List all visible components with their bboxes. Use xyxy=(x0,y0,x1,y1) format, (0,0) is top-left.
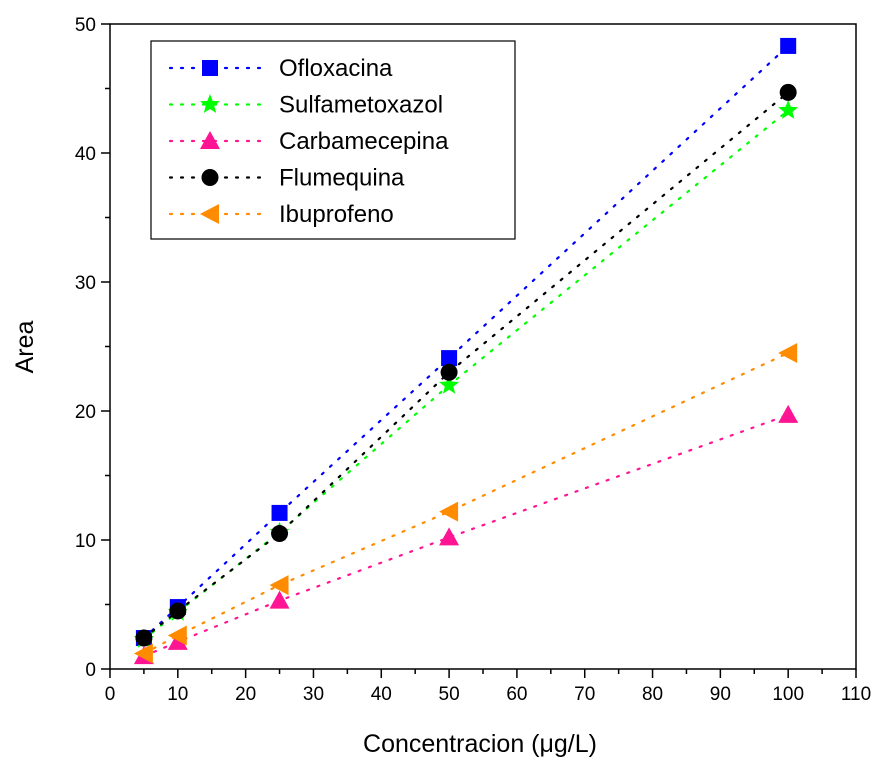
data-point xyxy=(269,575,289,596)
legend-item: Flumequina xyxy=(168,165,405,192)
x-tick-label: 70 xyxy=(574,684,595,705)
data-point xyxy=(778,404,799,423)
y-tick-label: 10 xyxy=(75,531,96,552)
legend-item: Carbamecepina xyxy=(168,128,449,155)
legend-label: Ibuprofeno xyxy=(279,201,394,228)
y-tick-label: 0 xyxy=(85,660,96,681)
legend-label: Sulfametoxazol xyxy=(279,92,443,119)
data-point xyxy=(439,527,460,546)
y-tick-label: 50 xyxy=(75,15,96,36)
data-point xyxy=(439,501,459,522)
data-point xyxy=(778,342,798,363)
data-point xyxy=(271,504,288,521)
series-line xyxy=(142,351,790,655)
legend-label: Carbamecepina xyxy=(279,128,449,155)
x-tick-label: 80 xyxy=(642,684,663,705)
series-carbamecepina xyxy=(133,404,799,665)
y-axis: 0 10 20 30 40 50 xyxy=(75,15,110,681)
series-layer xyxy=(133,37,799,665)
data-point xyxy=(133,643,153,664)
legend-item: Ofloxacina xyxy=(168,55,393,82)
data-point xyxy=(135,629,153,647)
legend-label: Ofloxacina xyxy=(279,55,393,82)
y-tick-label: 40 xyxy=(75,144,96,165)
x-axis: 0 10 20 30 40 50 60 70 80 90 100 110 xyxy=(105,669,871,705)
legend-marker xyxy=(201,169,219,186)
y-axis-label: Area xyxy=(11,321,39,374)
series-line xyxy=(142,91,790,640)
legend: Ofloxacina Sulfametoxazol Carbamecepina Flu… xyxy=(150,40,516,240)
data-point xyxy=(440,363,458,381)
y-tick-label: 20 xyxy=(75,402,96,423)
x-tick-label: 30 xyxy=(303,684,324,705)
x-tick-label: 20 xyxy=(235,684,256,705)
data-point xyxy=(169,602,187,620)
x-tick-label: 40 xyxy=(371,684,392,705)
x-tick-label: 100 xyxy=(772,684,804,705)
x-tick-label: 50 xyxy=(439,684,460,705)
data-point xyxy=(269,590,290,609)
data-point xyxy=(167,625,187,646)
data-point xyxy=(780,37,797,54)
legend-marker xyxy=(200,94,220,113)
x-tick-label: 0 xyxy=(105,684,116,705)
data-point xyxy=(167,631,188,650)
series-flumequina xyxy=(135,83,797,647)
data-point xyxy=(271,525,289,543)
y-tick-label: 30 xyxy=(75,273,96,294)
x-axis-label: Concentracion (μg/L) xyxy=(363,730,597,758)
data-point xyxy=(441,350,458,367)
legend-label: Flumequina xyxy=(279,165,405,192)
x-tick-label: 110 xyxy=(841,684,871,705)
x-tick-label: 10 xyxy=(167,684,188,705)
data-point xyxy=(779,83,797,101)
legend-marker xyxy=(200,131,220,149)
legend-item: Sulfametoxazol xyxy=(168,92,443,119)
x-tick-label: 90 xyxy=(710,684,731,705)
data-point xyxy=(439,374,460,394)
legend-item: Ibuprofeno xyxy=(168,201,394,228)
series-ibuprofeno xyxy=(133,342,798,664)
series-line xyxy=(142,413,790,658)
x-tick-label: 60 xyxy=(506,684,527,705)
data-point xyxy=(778,99,799,119)
legend-marker xyxy=(202,60,218,76)
legend-marker xyxy=(200,204,219,224)
